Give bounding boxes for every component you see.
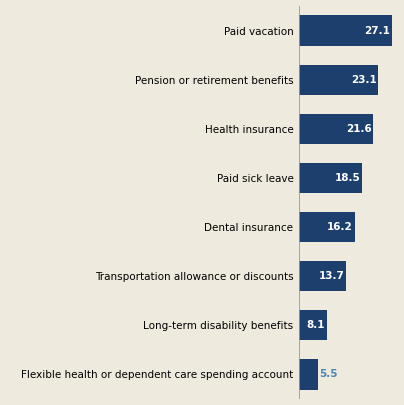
- Text: 5.5: 5.5: [319, 369, 338, 379]
- Bar: [299, 64, 378, 95]
- Bar: [299, 15, 392, 46]
- Text: 8.1: 8.1: [307, 320, 325, 330]
- Bar: [299, 261, 346, 291]
- Text: 18.5: 18.5: [335, 173, 361, 183]
- Bar: [299, 310, 327, 341]
- Bar: [299, 359, 318, 390]
- Text: 13.7: 13.7: [318, 271, 344, 281]
- Text: 23.1: 23.1: [351, 75, 377, 85]
- Text: 27.1: 27.1: [364, 26, 390, 36]
- Text: 21.6: 21.6: [346, 124, 371, 134]
- Text: 16.2: 16.2: [327, 222, 353, 232]
- Bar: [299, 163, 362, 193]
- Bar: [299, 212, 355, 242]
- Bar: [299, 114, 373, 144]
